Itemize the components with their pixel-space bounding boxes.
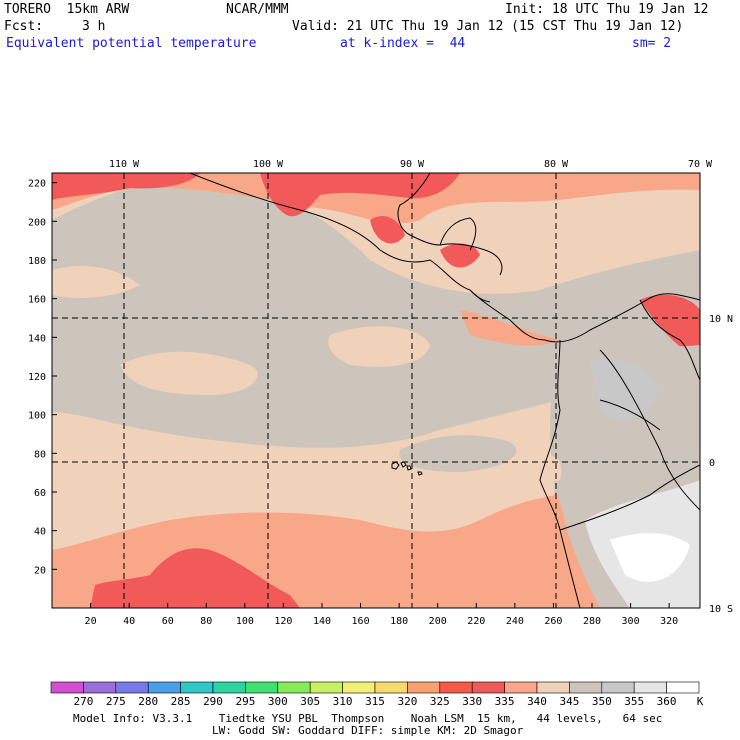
colorbar-cell <box>666 681 700 694</box>
graticule <box>52 173 700 608</box>
colorbar-label: 295 <box>235 695 255 708</box>
colorbar-label: 275 <box>106 695 126 708</box>
colorbar-cell <box>569 681 603 694</box>
forecast-value: 3 h <box>82 19 106 34</box>
x-tick-label: 180 <box>390 616 408 627</box>
model-title: TORERO 15km ARW <box>4 2 130 17</box>
x-tick-label: 300 <box>622 616 640 627</box>
x-axis: 20 40 60 80 100 120 140 160 180 200 220 240 260 280 30… <box>85 603 678 627</box>
lat-label-10s: 10 S <box>709 604 733 615</box>
colorbar-label: 325 <box>430 695 450 708</box>
colorbar-label: 330 <box>462 695 482 708</box>
x-tick-label: 120 <box>274 616 292 627</box>
colorbar-label: 300 <box>268 695 288 708</box>
colorbar-label: 280 <box>138 695 158 708</box>
lat-label-10n: 10 N <box>709 314 733 325</box>
colorbar-label: 350 <box>592 695 612 708</box>
band-330-335-south <box>90 548 300 608</box>
colorbar-label: 340 <box>527 695 547 708</box>
y-tick-label: 180 <box>28 256 46 267</box>
y-tick-label: 200 <box>28 217 46 228</box>
x-tick-label: 200 <box>429 616 447 627</box>
x-tick-label: 160 <box>352 616 370 627</box>
x-tick-label: 140 <box>313 616 331 627</box>
x-tick-label: 60 <box>162 616 174 627</box>
colorbar-label: 335 <box>495 695 515 708</box>
x-tick-label: 100 <box>236 616 254 627</box>
colorbar-unit: K <box>697 695 704 708</box>
theta-e-map: 220 200 180 160 140 120 100 80 60 40 20 20 40 60 80 10… <box>28 159 733 627</box>
colorbar-cell <box>309 681 343 694</box>
field-name: Equivalent potential temperature <box>6 36 257 51</box>
y-tick-label: 220 <box>28 179 46 190</box>
y-tick-label: 100 <box>28 411 46 422</box>
y-tick-label: 80 <box>34 449 46 460</box>
y-axis: 220 200 180 160 140 120 100 80 60 40 20 <box>28 179 57 576</box>
plot-frame <box>51 172 701 609</box>
center-name: NCAR/MMM <box>226 2 289 17</box>
colorbar-label: 285 <box>171 695 191 708</box>
x-tick-label: 320 <box>660 616 678 627</box>
colorbar-cell <box>439 681 473 694</box>
level-info: at k-index = 44 <box>340 36 466 51</box>
forecast-label: Fcst: <box>4 19 44 34</box>
colorbar-label: 315 <box>365 695 385 708</box>
x-tick-label: 260 <box>544 616 562 627</box>
x-tick-label: 240 <box>506 616 524 627</box>
colorbar-cell <box>374 681 408 694</box>
colorbar-cell <box>212 681 246 694</box>
y-tick-label: 60 <box>34 488 46 499</box>
model-info: Model Info: V3.3.1 Tiedtke YSU PBL Thomp… <box>73 712 663 725</box>
colorbar-cell <box>407 681 441 694</box>
colorbar-label: 270 <box>73 695 93 708</box>
colorbar-label: 310 <box>333 695 353 708</box>
colorbar-cell <box>504 681 538 694</box>
colorbar-cell <box>245 681 279 694</box>
colorbar-cell <box>536 681 570 694</box>
lon-label-100w: 100 W <box>253 159 284 170</box>
init-time: Init: 18 UTC Thu 19 Jan 12 <box>505 2 709 17</box>
lon-label-70w: 70 W <box>688 159 713 170</box>
y-tick-label: 40 <box>34 527 46 538</box>
colorbar-cell <box>115 681 149 694</box>
lon-label-90w: 90 W <box>400 159 425 170</box>
colorbar-cell <box>342 681 376 694</box>
band-335-340-north <box>52 173 700 224</box>
x-tick-label: 20 <box>85 616 97 627</box>
field-shading <box>52 173 700 608</box>
y-tick-label: 140 <box>28 333 46 344</box>
lon-label-110w: 110 W <box>109 159 140 170</box>
colorbar-label: 290 <box>203 695 223 708</box>
physics-info: LW: Godd SW: Goddard DIFF: simple KM: 2D… <box>212 724 524 737</box>
colorbar-label: 360 <box>657 695 677 708</box>
colorbar-label: 305 <box>300 695 320 708</box>
valid-time: Valid: 21 UTC Thu 19 Jan 12 (15 CST Thu … <box>292 19 684 34</box>
coastlines <box>189 173 700 608</box>
y-tick-label: 160 <box>28 295 46 306</box>
smoothing-info: sm= 2 <box>632 36 672 51</box>
colorbar-cell <box>277 681 311 694</box>
colorbar-cell <box>50 681 84 694</box>
colorbar-label: 320 <box>397 695 417 708</box>
lat-label-0: 0 <box>709 458 715 469</box>
colorbar-cell <box>471 681 505 694</box>
colorbar-cell <box>147 681 181 694</box>
colorbar: 270 275 280 285 290 295 300 305 310 315 320 325 330 3… <box>50 681 704 708</box>
x-tick-label: 220 <box>467 616 485 627</box>
colorbar-label: 355 <box>624 695 644 708</box>
colorbar-cell <box>633 681 667 694</box>
colorbar-cell <box>601 681 635 694</box>
lon-label-80w: 80 W <box>544 159 569 170</box>
colorbar-cell <box>180 681 214 694</box>
x-tick-label: 80 <box>200 616 212 627</box>
y-tick-label: 20 <box>34 565 46 576</box>
colorbar-label: 345 <box>559 695 579 708</box>
colorbar-cell <box>83 681 117 694</box>
x-tick-label: 280 <box>583 616 601 627</box>
x-tick-label: 40 <box>123 616 135 627</box>
y-tick-label: 120 <box>28 372 46 383</box>
